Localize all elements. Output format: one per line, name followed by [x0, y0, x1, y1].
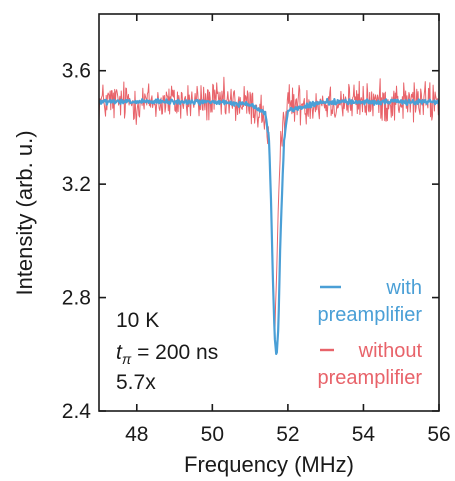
x-axis-ticks: 48 50 52 54 56 — [125, 14, 451, 446]
y-tick-label: 3.6 — [62, 60, 91, 83]
x-tick-label: 48 — [125, 423, 148, 446]
legend-label-with-line2: preamplifier — [318, 304, 423, 326]
pulse-subscript: π — [122, 351, 132, 367]
legend-label-with-line1: with — [385, 277, 422, 299]
pulse-value: = 200 ns — [131, 341, 218, 364]
y-tick-label: 2.8 — [62, 287, 91, 310]
temperature-annotation: 10 K — [116, 309, 159, 332]
y-tick-label: 2.4 — [62, 400, 92, 423]
improvement-annotation: 5.7x — [116, 371, 156, 394]
x-tick-label: 50 — [201, 423, 224, 446]
y-axis-ticks: 2.4 2.8 3.2 3.6 — [62, 60, 439, 423]
x-tick-label: 52 — [276, 423, 299, 446]
plot-frame — [98, 13, 440, 412]
legend-label-without-line1: without — [358, 340, 423, 362]
x-axis-label: Frequency (MHz) — [184, 452, 354, 477]
x-tick-label: 54 — [352, 423, 376, 446]
y-tick-label: 3.2 — [62, 173, 91, 196]
legend-label-without-line2: preamplifier — [318, 367, 423, 389]
series-line-with-preamplifier — [99, 97, 439, 356]
y-axis-label: Intensity (arb. u.) — [12, 130, 37, 295]
x-tick-label: 56 — [427, 423, 450, 446]
pulse-symbol: t — [116, 341, 123, 364]
legend: with preamplifier without preamplifier — [318, 277, 423, 389]
pulse-length-annotation: tπ = 200 ns — [116, 341, 218, 367]
